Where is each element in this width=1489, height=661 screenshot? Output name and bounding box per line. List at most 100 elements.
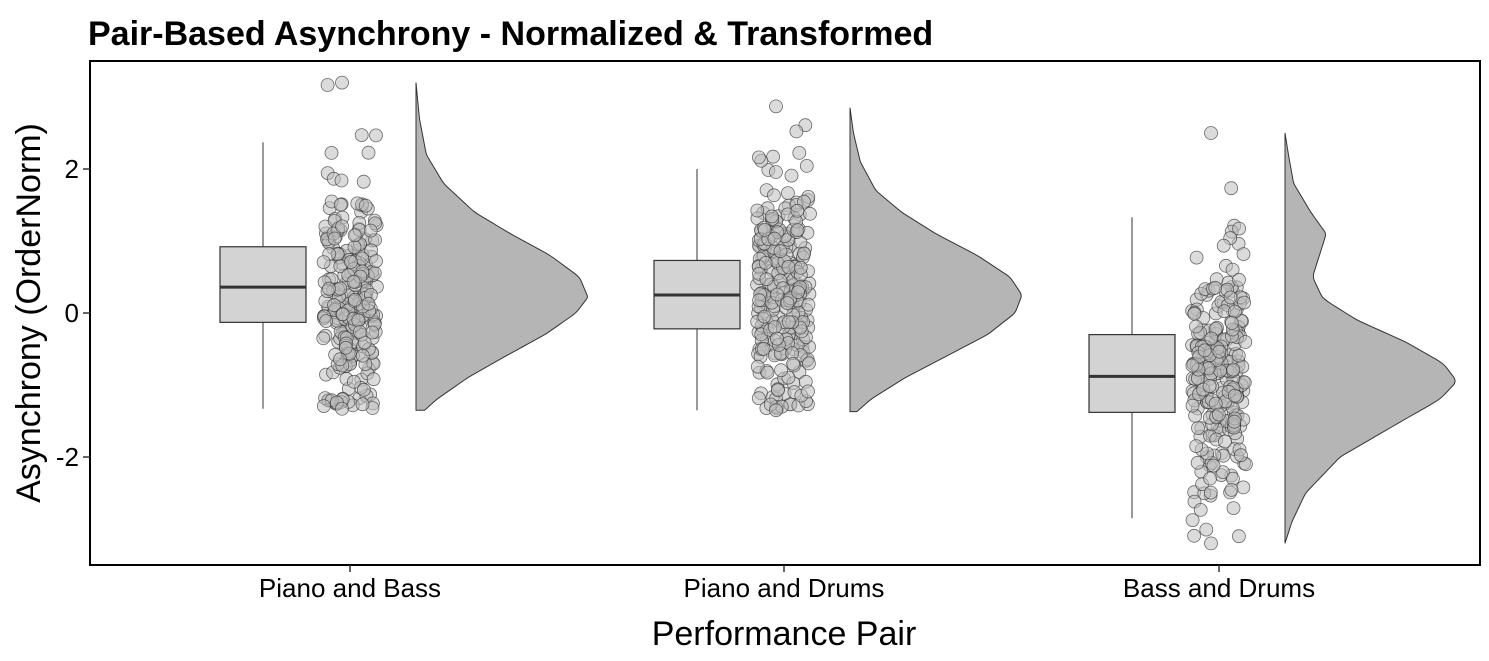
- data-point: [801, 384, 815, 399]
- data-point: [1203, 471, 1217, 486]
- data-point: [790, 223, 805, 238]
- data-point: [1204, 331, 1219, 346]
- x-axis: Piano and Bass Piano and Drums Bass and Dr…: [259, 565, 1315, 603]
- data-point: [758, 255, 773, 270]
- data-point: [1224, 181, 1239, 196]
- y-tick-label: 0: [65, 298, 79, 328]
- data-point: [791, 285, 805, 300]
- data-point: [369, 128, 383, 143]
- data-point: [335, 75, 349, 90]
- data-point: [1189, 439, 1204, 454]
- data-point: [781, 260, 796, 274]
- y-tick-label: 2: [65, 154, 79, 184]
- data-point: [1226, 362, 1241, 377]
- data-point: [351, 313, 366, 328]
- data-point: [335, 401, 349, 416]
- data-point: [769, 99, 783, 114]
- data-point: [1218, 434, 1232, 449]
- data-point: [752, 293, 766, 308]
- data-point: [1212, 407, 1226, 422]
- data-point: [1187, 306, 1202, 321]
- data-point: [324, 145, 339, 160]
- data-point: [333, 352, 347, 367]
- data-point: [786, 356, 800, 371]
- data-point: [799, 158, 814, 173]
- data-point: [756, 341, 771, 356]
- data-point: [781, 186, 795, 201]
- data-point: [316, 331, 331, 346]
- data-point: [355, 397, 370, 412]
- box-iqr: [219, 246, 307, 323]
- data-point: [1225, 316, 1239, 330]
- data-point: [767, 188, 781, 203]
- data-point: [752, 150, 766, 165]
- data-point: [366, 372, 381, 387]
- data-point: [1236, 480, 1251, 495]
- data-point: [792, 145, 807, 160]
- data-point: [1187, 528, 1201, 543]
- data-point: [790, 203, 805, 218]
- data-point: [334, 173, 349, 188]
- data-point: [771, 383, 785, 398]
- data-point: [1206, 458, 1221, 473]
- data-point: [1232, 529, 1246, 544]
- data-point: [769, 403, 783, 418]
- group-piano-and-bass: [219, 75, 588, 416]
- x-tick-label: Bass and Drums: [1123, 573, 1315, 603]
- data-point: [1203, 485, 1218, 500]
- plot-layer: [219, 75, 1456, 551]
- data-point: [354, 128, 369, 143]
- data-point: [767, 320, 782, 335]
- data-point: [322, 281, 336, 296]
- data-point: [365, 325, 380, 340]
- data-point: [1224, 482, 1239, 497]
- data-point: [770, 287, 784, 302]
- data-point: [1202, 379, 1217, 394]
- data-point: [1223, 290, 1238, 305]
- data-point: [1226, 501, 1241, 516]
- x-tick-label: Piano and Drums: [684, 573, 885, 603]
- box-iqr: [1088, 334, 1176, 413]
- data-point: [356, 382, 371, 397]
- data-point: [1199, 522, 1214, 537]
- data-point: [1185, 358, 1200, 373]
- data-point: [320, 78, 335, 92]
- data-point: [363, 223, 378, 238]
- data-point: [781, 315, 796, 329]
- y-axis-title: Asynchrony (OrderNorm): [10, 123, 48, 503]
- data-point: [750, 203, 765, 218]
- data-point: [347, 240, 362, 255]
- data-point: [1216, 465, 1230, 480]
- data-point: [319, 314, 334, 329]
- data-point: [333, 197, 348, 212]
- data-point: [1238, 335, 1253, 349]
- data-point: [367, 266, 382, 280]
- data-point: [773, 244, 788, 259]
- data-point: [1212, 344, 1227, 359]
- data-point: [346, 274, 361, 289]
- data-point: [1190, 455, 1205, 470]
- data-point: [1236, 247, 1251, 262]
- data-point: [347, 292, 362, 307]
- data-point: [1185, 398, 1200, 413]
- data-point: [327, 231, 342, 246]
- group-piano-and-drums: [653, 99, 1022, 418]
- data-point: [1232, 221, 1246, 236]
- data-point: [355, 348, 370, 363]
- data-point: [347, 228, 362, 243]
- data-point: [369, 254, 383, 269]
- data-point: [358, 198, 373, 213]
- data-point: [803, 206, 817, 221]
- data-point: [338, 340, 353, 355]
- data-point: [780, 296, 795, 311]
- data-point: [1208, 280, 1223, 295]
- data-point: [801, 297, 816, 312]
- density-curve: [1284, 132, 1456, 544]
- data-point: [797, 246, 812, 261]
- data-point: [1204, 126, 1218, 140]
- data-point: [765, 209, 779, 224]
- data-point: [757, 309, 772, 324]
- data-point: [767, 231, 782, 246]
- data-point: [759, 272, 774, 287]
- data-point: [1234, 448, 1248, 463]
